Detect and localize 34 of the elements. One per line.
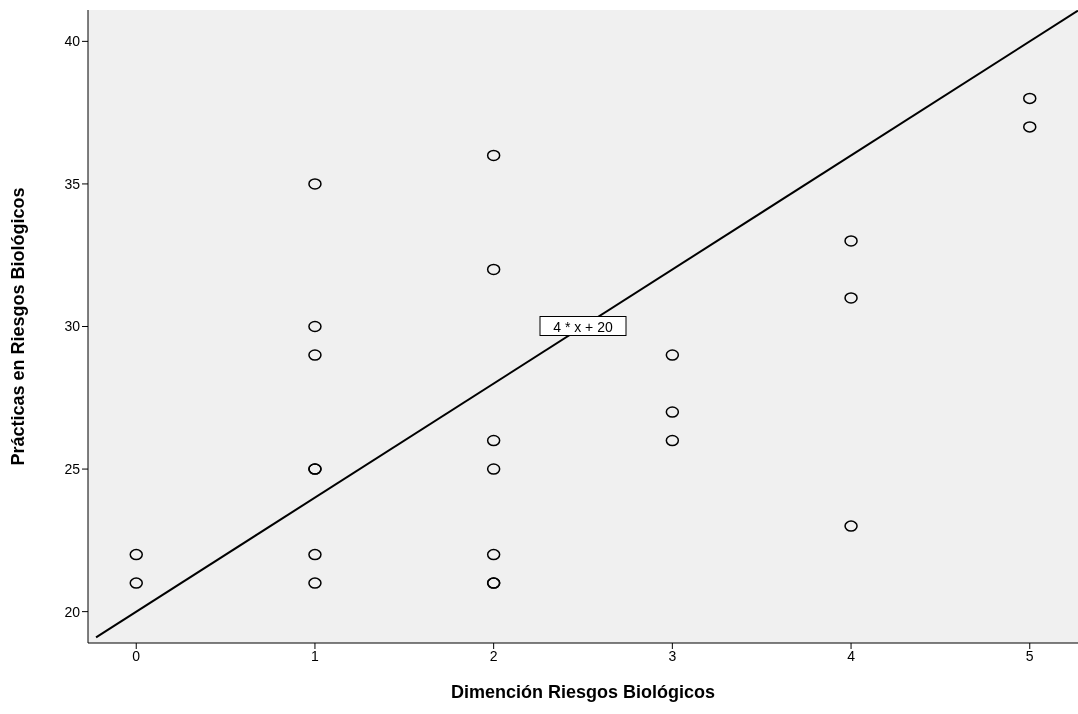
point <box>308 577 322 589</box>
annotation: 4 * x + 20 <box>553 318 613 335</box>
x-tick-label: 1 <box>311 647 320 664</box>
x-tick-label: 5 <box>1025 647 1034 664</box>
point <box>129 577 143 589</box>
x-axis-title: Dimención Riesgos Biológicos <box>450 682 716 702</box>
point <box>486 463 501 475</box>
point <box>665 349 680 361</box>
point <box>1023 92 1037 105</box>
point <box>486 263 501 276</box>
point <box>308 349 322 361</box>
y-tick-label: 30 <box>64 318 81 335</box>
point <box>665 434 680 447</box>
y-tick-label: 25 <box>64 461 81 478</box>
x-tick-label: 3 <box>668 647 677 664</box>
x-tick-label: 2 <box>489 647 498 664</box>
point <box>844 235 858 247</box>
y-tick-label: 40 <box>64 33 81 50</box>
point <box>665 406 680 418</box>
point <box>308 178 322 190</box>
point <box>1023 121 1037 133</box>
point <box>844 292 858 304</box>
y-tick-label: 35 <box>64 175 81 192</box>
x-tick-label: 0 <box>132 647 141 664</box>
y-tick-label: 20 <box>64 603 81 620</box>
point <box>486 548 501 561</box>
point <box>308 320 322 333</box>
point <box>486 149 501 162</box>
point <box>844 520 858 532</box>
point <box>129 548 143 561</box>
point <box>486 434 501 447</box>
y-axis-title: Prácticas en Riesgos Biológicos <box>8 187 29 466</box>
point <box>308 548 322 561</box>
x-tick-label: 4 <box>847 647 856 664</box>
